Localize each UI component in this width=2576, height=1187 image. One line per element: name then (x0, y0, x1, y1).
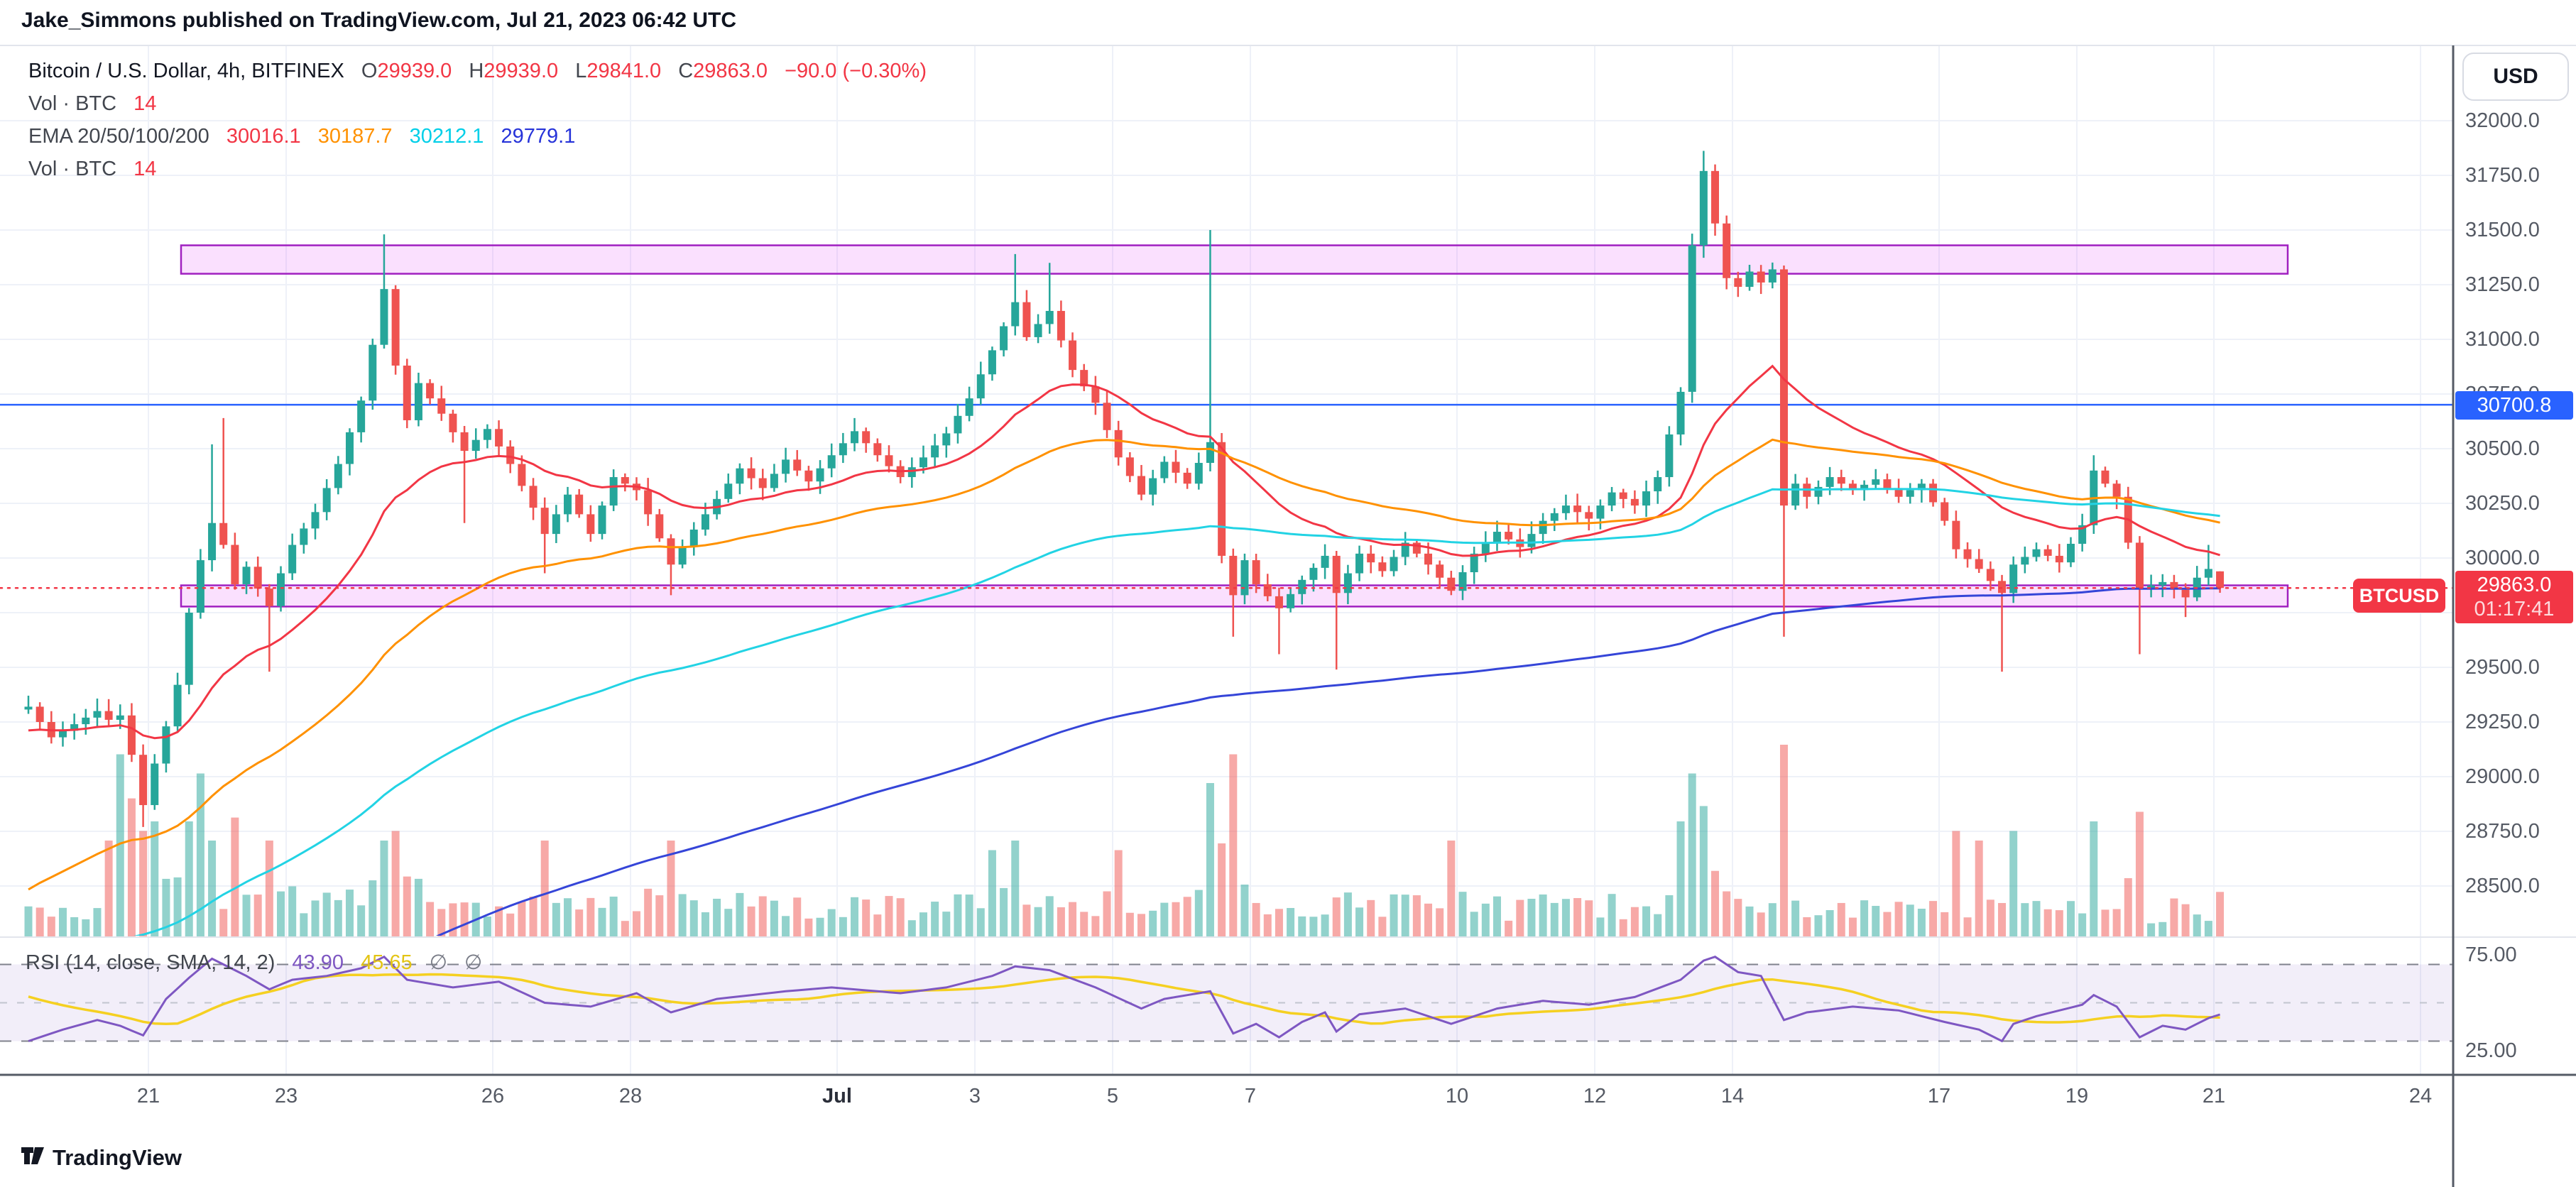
price-tick-label: 31750.0 (2465, 164, 2540, 187)
price-tick-label: 30250.0 (2465, 492, 2540, 515)
time-tick-label: 12 (1583, 1085, 1607, 1107)
price-tick-label: 31000.0 (2465, 328, 2540, 351)
volume-indicator-row-1[interactable]: Vol · BTC 14 (28, 92, 156, 116)
candle-countdown: 01:17:41 (2474, 598, 2555, 620)
ema200-value: 29779.1 (501, 125, 576, 148)
time-tick-label: 7 (1244, 1085, 1257, 1107)
last-price-label[interactable]: 29863.0 01:17:41 (2455, 571, 2573, 623)
time-tick-label: 14 (1720, 1085, 1745, 1107)
rsi-label: RSI (14, close, SMA, 14, 2) (26, 951, 275, 974)
volume-value-2: 14 (133, 158, 157, 180)
symbol-price-tag: BTCUSD (2353, 579, 2445, 613)
ema20-value: 30016.1 (226, 125, 301, 148)
rsi-band-empty-icon-2: ∅ (464, 951, 483, 974)
ohlc-low: L29841.0 (575, 60, 662, 82)
time-tick-label: 17 (1927, 1085, 1951, 1107)
price-tick-label: 25.00 (2465, 1039, 2517, 1062)
volume-label: Vol · BTC (28, 92, 117, 115)
time-tick-label: 28 (618, 1085, 643, 1107)
ohlc-close: C29863.0 (678, 60, 768, 82)
symbol-title[interactable]: Bitcoin / U.S. Dollar, 4h, BITFINEX (28, 60, 344, 82)
time-tick-label: 3 (968, 1085, 981, 1107)
price-tick-label: 75.00 (2465, 943, 2517, 966)
rsi-band-empty-icon: ∅ (429, 951, 447, 974)
time-tick-label: 23 (274, 1085, 298, 1107)
price-tick-label: 28500.0 (2465, 875, 2540, 897)
watermark-text: TradingView (53, 1144, 182, 1170)
price-tick-label: 28750.0 (2465, 820, 2540, 843)
price-tick-label: 31500.0 (2465, 219, 2540, 241)
time-tick-label: 19 (2065, 1085, 2089, 1107)
price-tick-label: 30000.0 (2465, 547, 2540, 569)
currency-toggle-button[interactable]: USD (2462, 53, 2569, 101)
symbol-header-row[interactable]: Bitcoin / U.S. Dollar, 4h, BITFINEX O299… (28, 60, 927, 83)
time-tick-label: 10 (1445, 1085, 1469, 1107)
attribution-text: Jake_Simmons published on TradingView.co… (21, 9, 737, 32)
last-price-value: 29863.0 (2477, 574, 2552, 596)
price-tick-label: 29000.0 (2465, 765, 2540, 788)
time-tick-label: 26 (481, 1085, 505, 1107)
rsi-indicator-row[interactable]: RSI (14, close, SMA, 14, 2) 43.90 45.65 … (26, 950, 482, 975)
ema100-value: 30212.1 (409, 125, 484, 148)
time-tick-label: 24 (2408, 1085, 2433, 1107)
ema-label: EMA 20/50/100/200 (28, 125, 209, 148)
rsi-sma-value: 45.65 (361, 951, 413, 974)
ohlc-open: O29939.0 (361, 60, 452, 82)
volume-value: 14 (133, 92, 157, 115)
ema-indicator-row[interactable]: EMA 20/50/100/200 30016.1 30187.7 30212.… (28, 125, 575, 148)
ohlc-high: H29939.0 (469, 60, 559, 82)
ema50-value: 30187.7 (317, 125, 393, 148)
volume-indicator-row-2[interactable]: Vol · BTC 14 (28, 158, 156, 181)
time-tick-label: 21 (136, 1085, 160, 1107)
ohlc-change: −90.0 (−0.30%) (785, 60, 927, 82)
volume-label-2: Vol · BTC (28, 158, 117, 180)
price-tick-label: 29500.0 (2465, 656, 2540, 679)
price-tick-label: 31250.0 (2465, 273, 2540, 296)
time-tick-label: Jul (822, 1085, 852, 1107)
price-tick-label: 32000.0 (2465, 109, 2540, 132)
time-tick-label: 5 (1106, 1085, 1119, 1107)
tradingview-logo-icon (20, 1143, 45, 1172)
price-tick-label: 30500.0 (2465, 437, 2540, 460)
time-tick-label: 21 (2202, 1085, 2226, 1107)
price-tick-label: 29250.0 (2465, 711, 2540, 733)
rsi-value: 43.90 (292, 951, 344, 974)
tradingview-watermark[interactable]: TradingView (20, 1143, 182, 1172)
horizontal-line-price-label[interactable]: 30700.8 (2455, 391, 2573, 420)
